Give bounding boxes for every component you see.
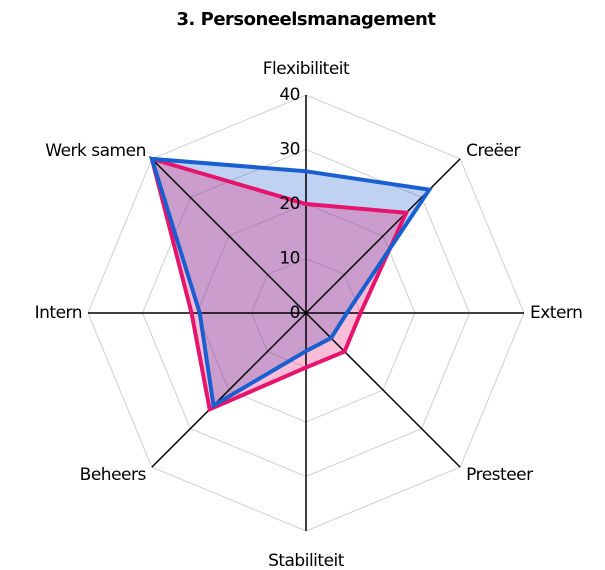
- axis-label: Flexibiliteit: [263, 59, 350, 79]
- axis-line: [151, 312, 307, 468]
- r-tick-label: 10: [279, 249, 300, 269]
- axis-label: Werk samen: [45, 141, 146, 161]
- r-tick-label: 0: [290, 303, 300, 323]
- r-tick-label: 20: [279, 194, 300, 214]
- axis-label: Presteer: [466, 465, 533, 485]
- axis-label: Intern: [35, 303, 82, 323]
- axis-line: [305, 312, 461, 468]
- chart-title: 3. Personeelsmanagement: [177, 9, 437, 30]
- series-area: [151, 158, 430, 406]
- axis-label: Beheers: [80, 465, 147, 485]
- series-line: [149, 156, 433, 409]
- axis-line: [151, 158, 307, 314]
- axis-line: [305, 158, 461, 314]
- r-tick-label: 40: [279, 85, 300, 105]
- axis-label: Creëer: [466, 141, 520, 161]
- axis-label: Stabiliteit: [268, 551, 345, 570]
- r-tick-label: 30: [279, 140, 300, 160]
- axis-label: Extern: [530, 303, 582, 323]
